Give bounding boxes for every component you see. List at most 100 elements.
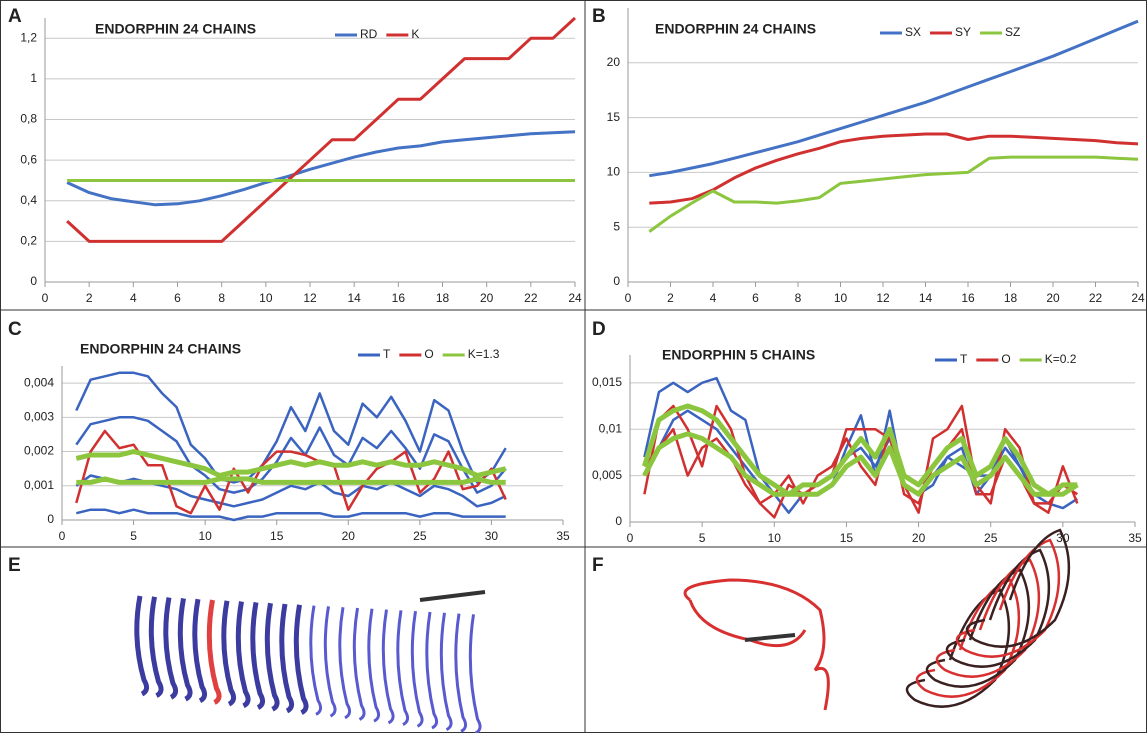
y-tick-label: 0 (30, 274, 37, 288)
chart-title: ENDORPHIN 24 CHAINS (655, 21, 816, 37)
chart-title: ENDORPHIN 5 CHAINS (662, 347, 815, 363)
y-tick-label: 0,8 (20, 112, 37, 126)
x-tick-label: 14 (919, 291, 933, 305)
strand (427, 612, 437, 728)
x-tick-label: 12 (876, 291, 890, 305)
x-tick-label: 16 (961, 291, 975, 305)
x-tick-label: 14 (347, 291, 361, 305)
series-line (76, 452, 505, 476)
x-tick-label: 30 (485, 529, 499, 543)
x-tick-label: 2 (86, 291, 93, 305)
y-tick-label: 0,2 (20, 234, 37, 248)
panel-label: A (8, 6, 22, 27)
series-line (649, 157, 1138, 232)
figure: E F AENDORPHIN 24 CHAINS00,20,40,60,811,… (0, 0, 1147, 733)
y-tick-label: 0,01 (599, 421, 623, 435)
strand (267, 603, 277, 709)
x-tick-label: 22 (1089, 291, 1103, 305)
panel-label: C (8, 319, 22, 340)
strand (282, 604, 292, 711)
strand (137, 596, 147, 694)
y-tick-label: 0 (615, 514, 622, 528)
x-tick-label: 5 (130, 529, 137, 543)
x-tick-label: 6 (752, 291, 759, 305)
backbone (745, 635, 795, 640)
legend-label: K (411, 27, 419, 41)
x-tick-label: 15 (840, 531, 854, 545)
series-line (649, 21, 1138, 176)
chart-title: ENDORPHIN 24 CHAINS (95, 21, 256, 37)
y-tick-label: 0,6 (20, 152, 37, 166)
series-line (644, 406, 1077, 517)
y-tick-label: 0 (613, 274, 620, 288)
strand (398, 610, 408, 724)
x-tick-label: 5 (699, 531, 706, 545)
legend-label: O (1001, 352, 1010, 366)
legend-label: K=1.3 (468, 347, 500, 361)
x-tick-label: 10 (834, 291, 848, 305)
x-tick-label: 20 (1046, 291, 1060, 305)
strand (195, 599, 205, 701)
y-tick-label: 15 (607, 110, 621, 124)
x-tick-label: 15 (270, 529, 284, 543)
x-tick-label: 4 (130, 291, 137, 305)
legend-label: O (424, 347, 433, 361)
x-tick-label: 0 (42, 291, 49, 305)
chart-title: ENDORPHIN 24 CHAINS (80, 341, 241, 357)
x-tick-label: 20 (480, 291, 494, 305)
legend-label: SX (905, 25, 921, 39)
panel-label: E (8, 555, 21, 576)
x-tick-label: 30 (1056, 531, 1070, 545)
legend-label: RD (360, 27, 378, 41)
structure-image (137, 592, 485, 733)
x-tick-label: 25 (984, 531, 998, 545)
x-tick-label: 6 (174, 291, 181, 305)
y-tick-label: 5 (613, 219, 620, 233)
x-tick-label: 20 (342, 529, 356, 543)
strand (369, 609, 379, 721)
strand (441, 613, 451, 730)
x-tick-label: 18 (1004, 291, 1018, 305)
x-tick-label: 24 (1131, 291, 1145, 305)
series-line (649, 134, 1138, 203)
y-tick-label: 0 (47, 512, 54, 526)
x-tick-label: 25 (413, 529, 427, 543)
x-tick-label: 0 (59, 529, 66, 543)
x-tick-label: 22 (524, 291, 538, 305)
x-tick-label: 18 (436, 291, 450, 305)
structure-image (685, 530, 1069, 710)
strand (340, 607, 350, 718)
strand (151, 597, 161, 696)
strand (325, 606, 335, 716)
series-line (76, 431, 505, 513)
strand (420, 592, 485, 600)
series-line (67, 132, 575, 205)
y-tick-label: 0,003 (24, 410, 54, 424)
series-line (644, 411, 1077, 495)
x-tick-label: 12 (303, 291, 317, 305)
legend-label: T (383, 347, 391, 361)
strand (470, 614, 480, 733)
y-tick-label: 1 (30, 71, 37, 85)
x-tick-label: 35 (556, 529, 570, 543)
x-tick-label: 0 (627, 531, 634, 545)
y-tick-label: 1,2 (20, 30, 37, 44)
strand (456, 614, 466, 732)
x-tick-label: 35 (1128, 531, 1142, 545)
legend-label: T (960, 352, 968, 366)
panel-label: D (592, 319, 606, 340)
x-tick-label: 0 (625, 291, 632, 305)
y-tick-label: 0,004 (24, 375, 54, 389)
y-tick-label: 0,4 (20, 193, 37, 207)
strand (166, 598, 176, 698)
x-tick-label: 16 (392, 291, 406, 305)
strand (311, 606, 321, 715)
series-line (76, 510, 505, 520)
x-tick-label: 2 (667, 291, 674, 305)
strand (224, 601, 234, 704)
legend-label: K=0.2 (1045, 352, 1077, 366)
series-line (67, 18, 575, 241)
x-tick-label: 10 (768, 531, 782, 545)
y-tick-label: 0,001 (24, 478, 54, 492)
strand (209, 600, 219, 703)
